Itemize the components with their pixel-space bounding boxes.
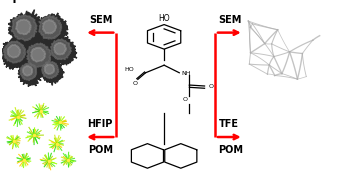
Text: Spherulites: Spherulites [4,0,80,3]
Text: HFIP: HFIP [88,119,113,129]
Text: HO: HO [158,14,170,23]
Text: O: O [183,97,188,102]
Text: POM: POM [218,145,243,155]
Text: HO: HO [124,67,134,72]
Text: NH: NH [181,71,190,76]
Text: Fascia-like: Fascia-like [251,0,320,3]
Text: O: O [133,81,138,86]
Text: SEM: SEM [90,15,113,25]
Text: TFE: TFE [218,119,238,129]
Text: POM: POM [88,145,113,155]
Text: O: O [209,84,214,89]
Text: SEM: SEM [218,15,242,25]
